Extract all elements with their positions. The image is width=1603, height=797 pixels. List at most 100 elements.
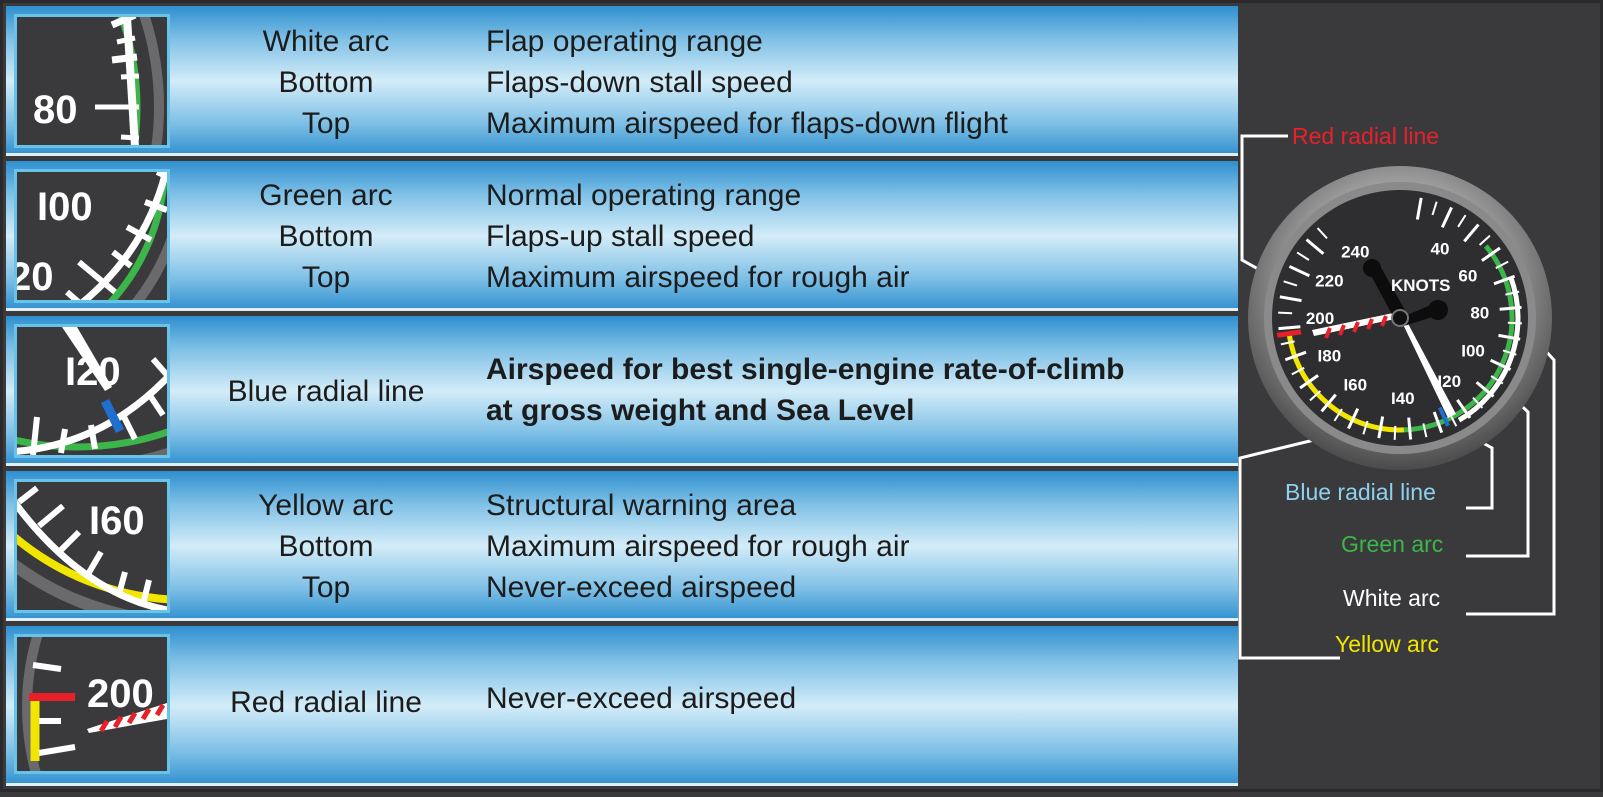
gauge-tick: [1475, 381, 1495, 398]
gauge-tick: [1280, 340, 1295, 346]
airspeed-indicator-panel: 40 60 80 I00 I20 I40 I60 I80 200 220 240 KNOTS Red…: [1238, 0, 1603, 792]
gauge-unit-label: KNOTS: [1391, 276, 1451, 295]
gauge-tick: [1305, 238, 1325, 255]
row-desc-line: Flaps-up stall speed: [486, 220, 755, 253]
callout-blue-radial-line: Blue radial line: [1285, 479, 1436, 505]
gauge-tick: [1457, 214, 1467, 228]
gauge-tick: [1283, 280, 1298, 287]
gauge-tick: [1498, 333, 1521, 341]
green-arc-thumb-label: I00: [37, 185, 93, 229]
gauge-tick-label: 60: [1458, 267, 1477, 286]
row-desc-line: Normal operating range: [486, 179, 802, 212]
row-name-line: White arc: [262, 25, 390, 58]
yellow-arc-thumb-label: I60: [89, 499, 145, 543]
row-name-line: Red radial line: [230, 686, 422, 719]
row-name-line: Top: [301, 107, 351, 140]
gauge-tick: [1279, 295, 1302, 303]
gauge-tick-label: 200: [1306, 309, 1334, 328]
blue-radial-thumbnail: I20: [14, 324, 170, 458]
yellow-arc-description: Structural warning area Maximum airspeed…: [486, 485, 1226, 608]
gauge-tick: [1507, 321, 1522, 325]
green-arc-description: Normal operating range Flaps-up stall sp…: [486, 175, 1226, 298]
red-radial-name: Red radial line: [186, 682, 466, 723]
gauge-tick-label: 240: [1341, 243, 1369, 262]
gauge-white-arc: [1457, 276, 1521, 423]
row-desc-line: Structural warning area: [486, 489, 797, 522]
row-name-line: Blue radial line: [227, 375, 425, 408]
callout-yellow-arc: Yellow arc: [1335, 631, 1439, 657]
table-row-green-arc: I00 20 Green arc Bottom Top Normal opera…: [6, 161, 1238, 311]
gauge-red-radial-line: [1276, 329, 1302, 338]
gauge-tick: [1456, 399, 1472, 419]
gauge-tick: [1362, 420, 1369, 435]
gauge-tick: [1505, 290, 1520, 296]
row-desc-line: Flap operating range: [486, 25, 763, 58]
row-desc-line: Never-exceed airspeed: [486, 571, 797, 604]
yellow-arc-thumbnail: I60: [14, 479, 170, 613]
gauge-pointer-needle: [1400, 316, 1456, 418]
gauge-tick: [1278, 311, 1293, 315]
gauge-tick-label: 80: [1470, 303, 1489, 322]
table-row-blue-radial: I20 Blue radial line Airspeed for best s…: [6, 316, 1238, 466]
gauge-blue-radial-line: [1438, 406, 1450, 427]
green-arc-thumbnail: I00 20: [14, 169, 170, 303]
gauge-tick: [1440, 206, 1453, 229]
row-name-line: Bottom: [278, 66, 374, 99]
gauge-tick: [1291, 366, 1305, 376]
gauge-tick: [1284, 350, 1307, 362]
green-arc-thumb-label-partial: 20: [17, 255, 54, 299]
table-row-red-radial: 200 Red radial line Never-exceed airspee…: [6, 626, 1238, 786]
gauge-tick: [1296, 251, 1310, 261]
gauge-tick: [1320, 393, 1337, 413]
gauge-tick: [1393, 425, 1397, 440]
gauge-tick: [1481, 246, 1501, 262]
marking-table: 80 White arc Bottom Top Flap operating r…: [6, 6, 1238, 786]
row-desc-line: at gross weight and Sea Level: [486, 394, 915, 427]
row-name-line: Bottom: [278, 220, 374, 253]
callout-red-radial-line: Red radial line: [1292, 123, 1439, 149]
gauge-tick: [1407, 417, 1413, 440]
gauge-tick: [1333, 408, 1343, 422]
gauge-tick: [1347, 407, 1360, 430]
blue-radial-description: Airspeed for best single-engine rate-of-…: [486, 349, 1226, 431]
white-arc-description: Flap operating range Flaps-down stall sp…: [486, 21, 1226, 144]
callout-green-arc: Green arc: [1341, 531, 1443, 557]
gauge-tick: [1463, 223, 1480, 243]
white-arc-thumb-label: 80: [33, 88, 78, 132]
gauge-hub-arm: [1368, 262, 1406, 318]
gauge-tick: [1490, 375, 1504, 385]
gauge-tick: [1489, 358, 1512, 371]
gauge-tick-label: I00: [1461, 342, 1485, 361]
gauge-tick: [1309, 390, 1322, 402]
table-row-yellow-arc: I60 Yellow arc Bottom Top Structural war…: [6, 471, 1238, 621]
red-radial-description: Never-exceed airspeed: [486, 678, 1226, 719]
row-name-line: Top: [301, 261, 351, 294]
row-desc-line: Flaps-down stall speed: [486, 66, 793, 99]
gauge-tick: [1288, 265, 1311, 278]
row-name-line: Green arc: [259, 179, 393, 212]
gauge-tick-label: I80: [1318, 347, 1342, 366]
row-name-line: Bottom: [278, 530, 374, 563]
gauge-tick-label: 220: [1315, 271, 1343, 290]
gauge-tick: [1502, 349, 1517, 356]
gauge-tick-label: I20: [1437, 372, 1461, 391]
blue-radial-name: Blue radial line: [186, 371, 466, 412]
gauge-tick-label: I40: [1391, 389, 1415, 408]
row-desc-line: Airspeed for best single-engine rate-of-…: [486, 353, 1125, 386]
gauge-tick: [1431, 201, 1438, 216]
green-arc-name: Green arc Bottom Top: [186, 175, 466, 298]
blue-radial-thumb-label: I20: [65, 350, 121, 394]
row-desc-line: Maximum airspeed for flaps-down flight: [486, 107, 1008, 140]
gauge-center-hub: [1391, 309, 1409, 327]
gauge-tick: [1493, 274, 1516, 286]
white-arc-name: White arc Bottom Top: [186, 21, 466, 144]
row-name-line: Yellow arc: [258, 489, 394, 522]
yellow-arc-name: Yellow arc Bottom Top: [186, 485, 466, 608]
gauge-tail-hand: [1312, 312, 1400, 339]
gauge-tick-label: I60: [1343, 375, 1367, 394]
gauge-tick: [1432, 411, 1444, 434]
red-radial-thumb-label: 200: [87, 672, 154, 716]
gauge-tick: [1278, 325, 1301, 331]
